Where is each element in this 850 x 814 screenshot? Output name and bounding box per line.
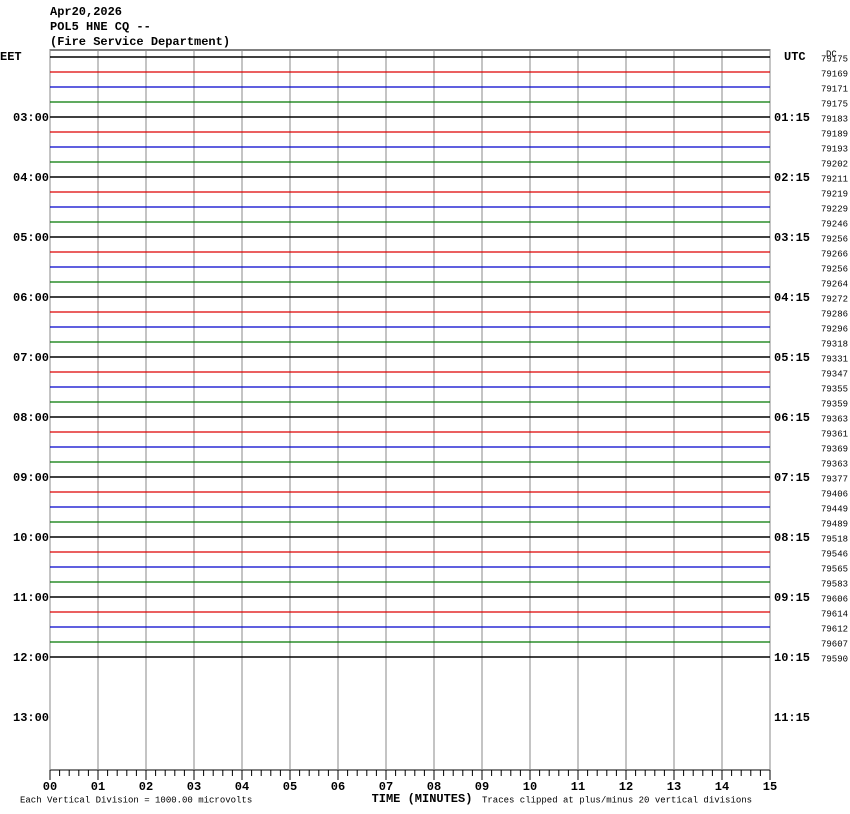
dc-value: 79175 xyxy=(821,99,848,109)
x-tick-label: 15 xyxy=(763,780,777,794)
dc-value: 79175 xyxy=(821,54,848,64)
left-time: 06:00 xyxy=(13,291,49,305)
x-tick-label: 11 xyxy=(571,780,585,794)
scale-note: Each Vertical Division = 1000.00 microvo… xyxy=(20,795,252,805)
dc-value: 79264 xyxy=(821,279,848,289)
dc-value: 79347 xyxy=(821,369,848,379)
left-time: 10:00 xyxy=(13,531,49,545)
x-tick-label: 10 xyxy=(523,780,537,794)
dc-value: 79193 xyxy=(821,144,848,154)
x-tick-label: 13 xyxy=(667,780,681,794)
left-time: 13:00 xyxy=(13,711,49,725)
dc-value: 79612 xyxy=(821,624,848,634)
dc-value: 79331 xyxy=(821,354,848,364)
left-time: 07:00 xyxy=(13,351,49,365)
left-zone: EET xyxy=(0,50,22,64)
dc-value: 79361 xyxy=(821,429,848,439)
x-tick-label: 06 xyxy=(331,780,345,794)
dc-value: 79606 xyxy=(821,594,848,604)
x-tick-label: 07 xyxy=(379,780,393,794)
dc-value: 79256 xyxy=(821,264,848,274)
plot-frame xyxy=(49,49,771,771)
x-tick-label: 02 xyxy=(139,780,153,794)
dc-value: 79614 xyxy=(821,609,848,619)
dc-value: 79189 xyxy=(821,129,848,139)
left-time: 12:00 xyxy=(13,651,49,665)
right-time: 09:15 xyxy=(774,591,810,605)
dc-value: 79406 xyxy=(821,489,848,499)
x-tick-label: 03 xyxy=(187,780,201,794)
right-time: 06:15 xyxy=(774,411,810,425)
dc-value: 79272 xyxy=(821,294,848,304)
dc-value: 79546 xyxy=(821,549,848,559)
left-time: 05:00 xyxy=(13,231,49,245)
dc-value: 79369 xyxy=(821,444,848,454)
dc-value: 79363 xyxy=(821,459,848,469)
dc-value: 79169 xyxy=(821,69,848,79)
x-axis-label: TIME (MINUTES) xyxy=(372,792,473,806)
dc-value: 79296 xyxy=(821,324,848,334)
right-time: 05:15 xyxy=(774,351,810,365)
clip-note: Traces clipped at plus/minus 20 vertical… xyxy=(482,795,752,805)
left-time: 11:00 xyxy=(13,591,49,605)
dc-value: 79449 xyxy=(821,504,848,514)
dc-value: 79489 xyxy=(821,519,848,529)
dc-value: 79318 xyxy=(821,339,848,349)
station: POL5 HNE CQ -- xyxy=(50,20,151,34)
left-time: 03:00 xyxy=(13,111,49,125)
date: Apr20,2026 xyxy=(50,5,122,19)
right-time: 07:15 xyxy=(774,471,810,485)
dc-value: 79607 xyxy=(821,639,848,649)
left-time: 08:00 xyxy=(13,411,49,425)
dc-value: 79583 xyxy=(821,579,848,589)
dc-value: 79246 xyxy=(821,219,848,229)
right-zone: UTC xyxy=(784,50,806,64)
x-tick-label: 14 xyxy=(715,780,729,794)
left-time: 09:00 xyxy=(13,471,49,485)
dc-value: 79355 xyxy=(821,384,848,394)
right-time: 08:15 xyxy=(774,531,810,545)
dc-value: 79286 xyxy=(821,309,848,319)
dc-value: 79363 xyxy=(821,414,848,424)
x-tick-label: 04 xyxy=(235,780,249,794)
dc-value: 79229 xyxy=(821,204,848,214)
dc-value: 79256 xyxy=(821,234,848,244)
dc-value: 79266 xyxy=(821,249,848,259)
left-time: 04:00 xyxy=(13,171,49,185)
x-tick-label: 08 xyxy=(427,780,441,794)
dc-value: 79171 xyxy=(821,84,848,94)
x-tick-label: 05 xyxy=(283,780,297,794)
dc-value: 79359 xyxy=(821,399,848,409)
dc-value: 79590 xyxy=(821,654,848,664)
dc-value: 79211 xyxy=(821,174,848,184)
dc-value: 79202 xyxy=(821,159,848,169)
right-time: 04:15 xyxy=(774,291,810,305)
operator: (Fire Service Department) xyxy=(50,35,230,49)
x-tick-label: 12 xyxy=(619,780,633,794)
right-time: 02:15 xyxy=(774,171,810,185)
x-tick-label: 01 xyxy=(91,780,105,794)
x-tick-label: 09 xyxy=(475,780,489,794)
dc-label: DC xyxy=(826,49,837,59)
dc-value: 79219 xyxy=(821,189,848,199)
dc-value: 79183 xyxy=(821,114,848,124)
x-tick-label: 00 xyxy=(43,780,57,794)
right-time: 03:15 xyxy=(774,231,810,245)
dc-value: 79565 xyxy=(821,564,848,574)
dc-value: 79518 xyxy=(821,534,848,544)
dc-value: 79377 xyxy=(821,474,848,484)
right-time: 11:15 xyxy=(774,711,810,725)
right-time: 01:15 xyxy=(774,111,810,125)
right-time: 10:15 xyxy=(774,651,810,665)
